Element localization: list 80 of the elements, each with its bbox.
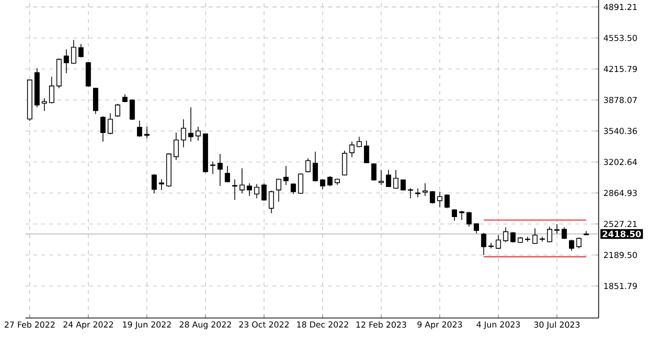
y-tick-label: 3540.36	[604, 128, 637, 134]
candlestick	[562, 226, 567, 240]
candlestick	[298, 173, 304, 194]
x-tick-label: 27 Feb 2022	[4, 321, 55, 328]
candlestick	[503, 226, 508, 242]
candlestick	[42, 98, 47, 112]
candlestick	[422, 182, 428, 196]
candlestick	[268, 190, 274, 214]
candlestick	[86, 62, 91, 88]
candlestick	[576, 237, 582, 249]
y-tick-label: 2864.93	[604, 190, 637, 196]
candlestick	[210, 161, 216, 174]
candlestick	[342, 150, 348, 176]
candlestick	[114, 104, 120, 118]
candlestick	[239, 168, 245, 194]
candlestick	[356, 136, 362, 148]
y-tick-label: 4215.79	[604, 66, 637, 72]
x-tick-label: 9 Apr 2023	[417, 321, 462, 330]
x-tick-label: 18 Dec 2022	[297, 321, 348, 328]
candlestick	[568, 239, 574, 252]
y-tick-label: 3878.07	[604, 96, 637, 104]
candlestick	[437, 191, 442, 208]
candlestick	[152, 174, 157, 194]
x-tick-label: 4 Jun 2023	[476, 321, 520, 330]
candlestick	[93, 87, 98, 114]
candlestick	[393, 170, 398, 190]
candlestick	[136, 120, 142, 138]
candlestick	[71, 40, 76, 64]
x-tick-label: 19 Jun 2022	[123, 321, 171, 330]
candlestick	[532, 228, 538, 244]
candlestick	[386, 170, 392, 188]
y-tick-label: 4891.21	[604, 4, 637, 10]
candlestick	[459, 210, 464, 220]
candlestick	[378, 170, 384, 186]
candlestick	[100, 116, 106, 142]
candlestick	[188, 106, 194, 142]
candlestick	[224, 166, 230, 183]
candlestick	[64, 48, 69, 74]
candlestick	[246, 182, 252, 196]
ref-line-label: 2418.50	[602, 230, 641, 238]
candlestick	[218, 154, 223, 186]
y-tick-label: 2189.50	[604, 252, 637, 258]
x-tick-label: 12 Feb 2023	[356, 321, 406, 328]
candlestick	[232, 178, 238, 200]
candlestick	[510, 232, 516, 243]
candlestick	[371, 162, 376, 181]
y-tick-label: 4553.50	[604, 34, 637, 42]
candlestick	[312, 151, 318, 182]
candlestick	[488, 242, 494, 249]
candlestick	[320, 178, 326, 190]
candlestick	[349, 141, 355, 158]
candlestick	[481, 232, 486, 256]
y-tick-label: 2527.21	[604, 220, 637, 228]
candlestick	[174, 132, 179, 160]
x-tick-label: 23 Oct 2022	[239, 321, 289, 328]
candlestick	[430, 190, 436, 204]
candlestick	[466, 211, 472, 228]
x-tick-label: 28 Aug 2022	[180, 321, 232, 330]
candlestick	[261, 182, 267, 202]
candlestick	[78, 44, 84, 58]
y-tick-label: 3202.64	[604, 158, 637, 166]
candlestick	[327, 176, 333, 186]
candlestick	[108, 112, 113, 135]
candlestick	[283, 166, 289, 186]
candlestick	[254, 184, 260, 199]
candlestick	[452, 208, 458, 222]
x-tick-label: 24 Apr 2022	[63, 321, 113, 330]
candlestick	[130, 98, 135, 120]
candlestick	[547, 226, 552, 243]
candlestick	[496, 234, 501, 250]
y-tick-label: 1851.79	[604, 282, 637, 290]
candlestick	[158, 178, 164, 190]
candlestick	[305, 158, 311, 173]
x-tick-label: 30 Jul 2023	[534, 321, 580, 330]
candlestick	[364, 140, 370, 164]
candlestick	[196, 126, 201, 142]
candlestick	[49, 76, 54, 104]
candlestick	[444, 194, 450, 209]
candlestick	[276, 178, 282, 202]
candlestick	[180, 118, 186, 148]
